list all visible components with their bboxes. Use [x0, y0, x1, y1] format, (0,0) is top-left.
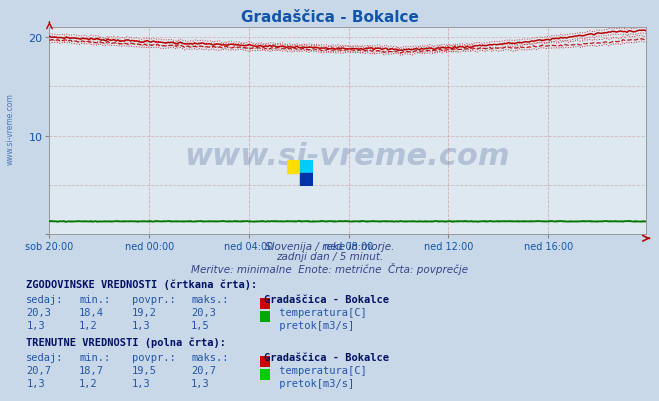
Text: www.si-vreme.com: www.si-vreme.com [185, 142, 511, 170]
Text: 1,3: 1,3 [132, 378, 150, 388]
Text: 1,3: 1,3 [132, 320, 150, 330]
Text: maks.:: maks.: [191, 294, 229, 304]
Text: sedaj:: sedaj: [26, 352, 64, 362]
Text: 1,3: 1,3 [26, 378, 45, 388]
Bar [300, 160, 313, 173]
Text: pretok[m3/s]: pretok[m3/s] [273, 378, 355, 388]
Text: www.si-vreme.com: www.si-vreme.com [5, 93, 14, 164]
Text: sedaj:: sedaj: [26, 294, 64, 304]
Bar [287, 160, 300, 173]
Text: povpr.:: povpr.: [132, 352, 175, 362]
Text: 18,4: 18,4 [79, 308, 104, 318]
Text: 19,5: 19,5 [132, 365, 157, 375]
Text: Gradaščica - Bokalce: Gradaščica - Bokalce [241, 10, 418, 25]
Text: ZGODOVINSKE VREDNOSTI (črtkana črta):: ZGODOVINSKE VREDNOSTI (črtkana črta): [26, 279, 258, 289]
Text: 19,2: 19,2 [132, 308, 157, 318]
Text: Gradaščica - Bokalce: Gradaščica - Bokalce [264, 352, 389, 362]
Text: 20,7: 20,7 [26, 365, 51, 375]
Text: 1,3: 1,3 [191, 378, 210, 388]
Text: temperatura[C]: temperatura[C] [273, 365, 367, 375]
Text: 1,5: 1,5 [191, 320, 210, 330]
Text: 1,2: 1,2 [79, 320, 98, 330]
Text: Meritve: minimalne  Enote: metrične  Črta: povprečje: Meritve: minimalne Enote: metrične Črta:… [191, 262, 468, 274]
Text: 1,3: 1,3 [26, 320, 45, 330]
Text: 20,7: 20,7 [191, 365, 216, 375]
Text: zadnji dan / 5 minut.: zadnji dan / 5 minut. [276, 252, 383, 262]
Text: pretok[m3/s]: pretok[m3/s] [273, 320, 355, 330]
Text: 20,3: 20,3 [191, 308, 216, 318]
Text: Slovenija / reke in morje.: Slovenija / reke in morje. [265, 241, 394, 251]
Text: TRENUTNE VREDNOSTI (polna črta):: TRENUTNE VREDNOSTI (polna črta): [26, 336, 226, 347]
Text: temperatura[C]: temperatura[C] [273, 308, 367, 318]
Text: 20,3: 20,3 [26, 308, 51, 318]
Text: min.:: min.: [79, 352, 110, 362]
Text: 1,2: 1,2 [79, 378, 98, 388]
Text: povpr.:: povpr.: [132, 294, 175, 304]
Text: 18,7: 18,7 [79, 365, 104, 375]
Text: min.:: min.: [79, 294, 110, 304]
Text: maks.:: maks.: [191, 352, 229, 362]
Text: Gradaščica - Bokalce: Gradaščica - Bokalce [264, 294, 389, 304]
Bar [300, 173, 313, 186]
